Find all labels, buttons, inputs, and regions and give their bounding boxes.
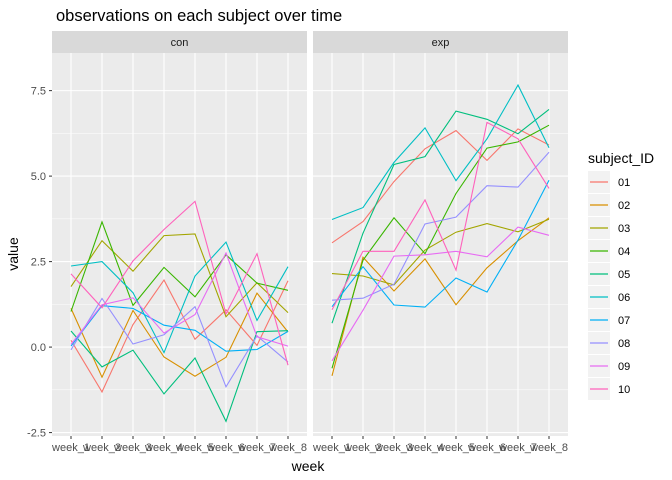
series-line-con-08: [70, 297, 289, 389]
x-tick-label: week_6: [206, 442, 245, 454]
legend-label-01: 01: [618, 177, 630, 189]
series-line-exp-03: [331, 218, 550, 286]
y-tick-label: 5.0: [31, 171, 46, 183]
series-line-con-01: [70, 279, 289, 394]
x-tick-label: week_5: [436, 442, 475, 454]
legend-label-02: 02: [618, 200, 630, 212]
legend-label-03: 03: [618, 223, 630, 235]
x-tick-label: week_8: [529, 442, 568, 454]
series-line-con-03: [70, 233, 289, 318]
legend: subject_ID 01 02 03 04 05 06 07 08 09 10: [588, 150, 654, 400]
strip-label-exp: exp: [432, 37, 450, 49]
legend-label-04: 04: [618, 246, 630, 258]
series-line-exp-01: [331, 128, 550, 244]
x-tick-label: week_4: [144, 442, 183, 454]
x-tick-label: week_7: [237, 442, 276, 454]
series-line-exp-06: [331, 83, 550, 221]
x-tick-label: week_4: [405, 442, 444, 454]
series-line-exp-10: [331, 121, 550, 311]
x-tick-label: week_8: [268, 442, 307, 454]
chart-title: observations on each subject over time: [56, 7, 342, 25]
series-line-con-04: [70, 220, 289, 312]
x-tick-label: week_1: [312, 442, 351, 454]
series-line-con-06: [70, 241, 289, 354]
series-line-exp-05: [331, 108, 550, 324]
series-line-con-02: [70, 292, 289, 379]
x-tick-label: week_1: [51, 442, 90, 454]
legend-label-06: 06: [618, 292, 630, 304]
x-tick-label: week_2: [82, 442, 121, 454]
y-axis: -2.5 0.0 2.5 5.0 7.5: [27, 86, 52, 440]
panel-con: conweek_1week_2week_3week_4week_5week_6w…: [51, 31, 307, 454]
series-line-con-09: [70, 251, 289, 347]
legend-label-08: 08: [618, 338, 630, 350]
x-tick-label: week_7: [498, 442, 537, 454]
y-tick-label: -2.5: [27, 428, 46, 440]
series-line-con-05: [70, 330, 289, 423]
panel-background: [313, 53, 568, 436]
x-tick-label: week_3: [374, 442, 413, 454]
legend-label-07: 07: [618, 315, 630, 327]
series-line-con-10: [70, 200, 289, 366]
series-line-exp-02: [331, 217, 550, 376]
facet-panels: conweek_1week_2week_3week_4week_5week_6w…: [51, 31, 568, 454]
y-axis-label: value: [5, 237, 21, 271]
legend-label-09: 09: [618, 361, 630, 373]
panel-exp: expweek_1week_2week_3week_4week_5week_6w…: [312, 31, 568, 454]
x-tick-label: week_6: [467, 442, 506, 454]
x-tick-label: week_2: [343, 442, 382, 454]
series-line-exp-08: [331, 151, 550, 301]
y-tick-label: 7.5: [31, 86, 46, 98]
legend-label-10: 10: [618, 384, 630, 396]
legend-title: subject_ID: [588, 150, 654, 166]
x-tick-label: week_3: [113, 442, 152, 454]
y-tick-label: 0.0: [31, 342, 46, 354]
strip-con: [52, 31, 307, 53]
series-line-exp-04: [331, 124, 550, 369]
strip-label-con: con: [171, 37, 189, 49]
legend-label-05: 05: [618, 269, 630, 281]
x-tick-label: week_5: [175, 442, 214, 454]
y-tick-label: 2.5: [31, 257, 46, 269]
strip-exp: [313, 31, 568, 53]
series-line-exp-07: [331, 179, 550, 308]
series-line-exp-09: [331, 226, 550, 362]
x-axis-label: week: [291, 458, 326, 474]
panel-background: [52, 53, 307, 436]
